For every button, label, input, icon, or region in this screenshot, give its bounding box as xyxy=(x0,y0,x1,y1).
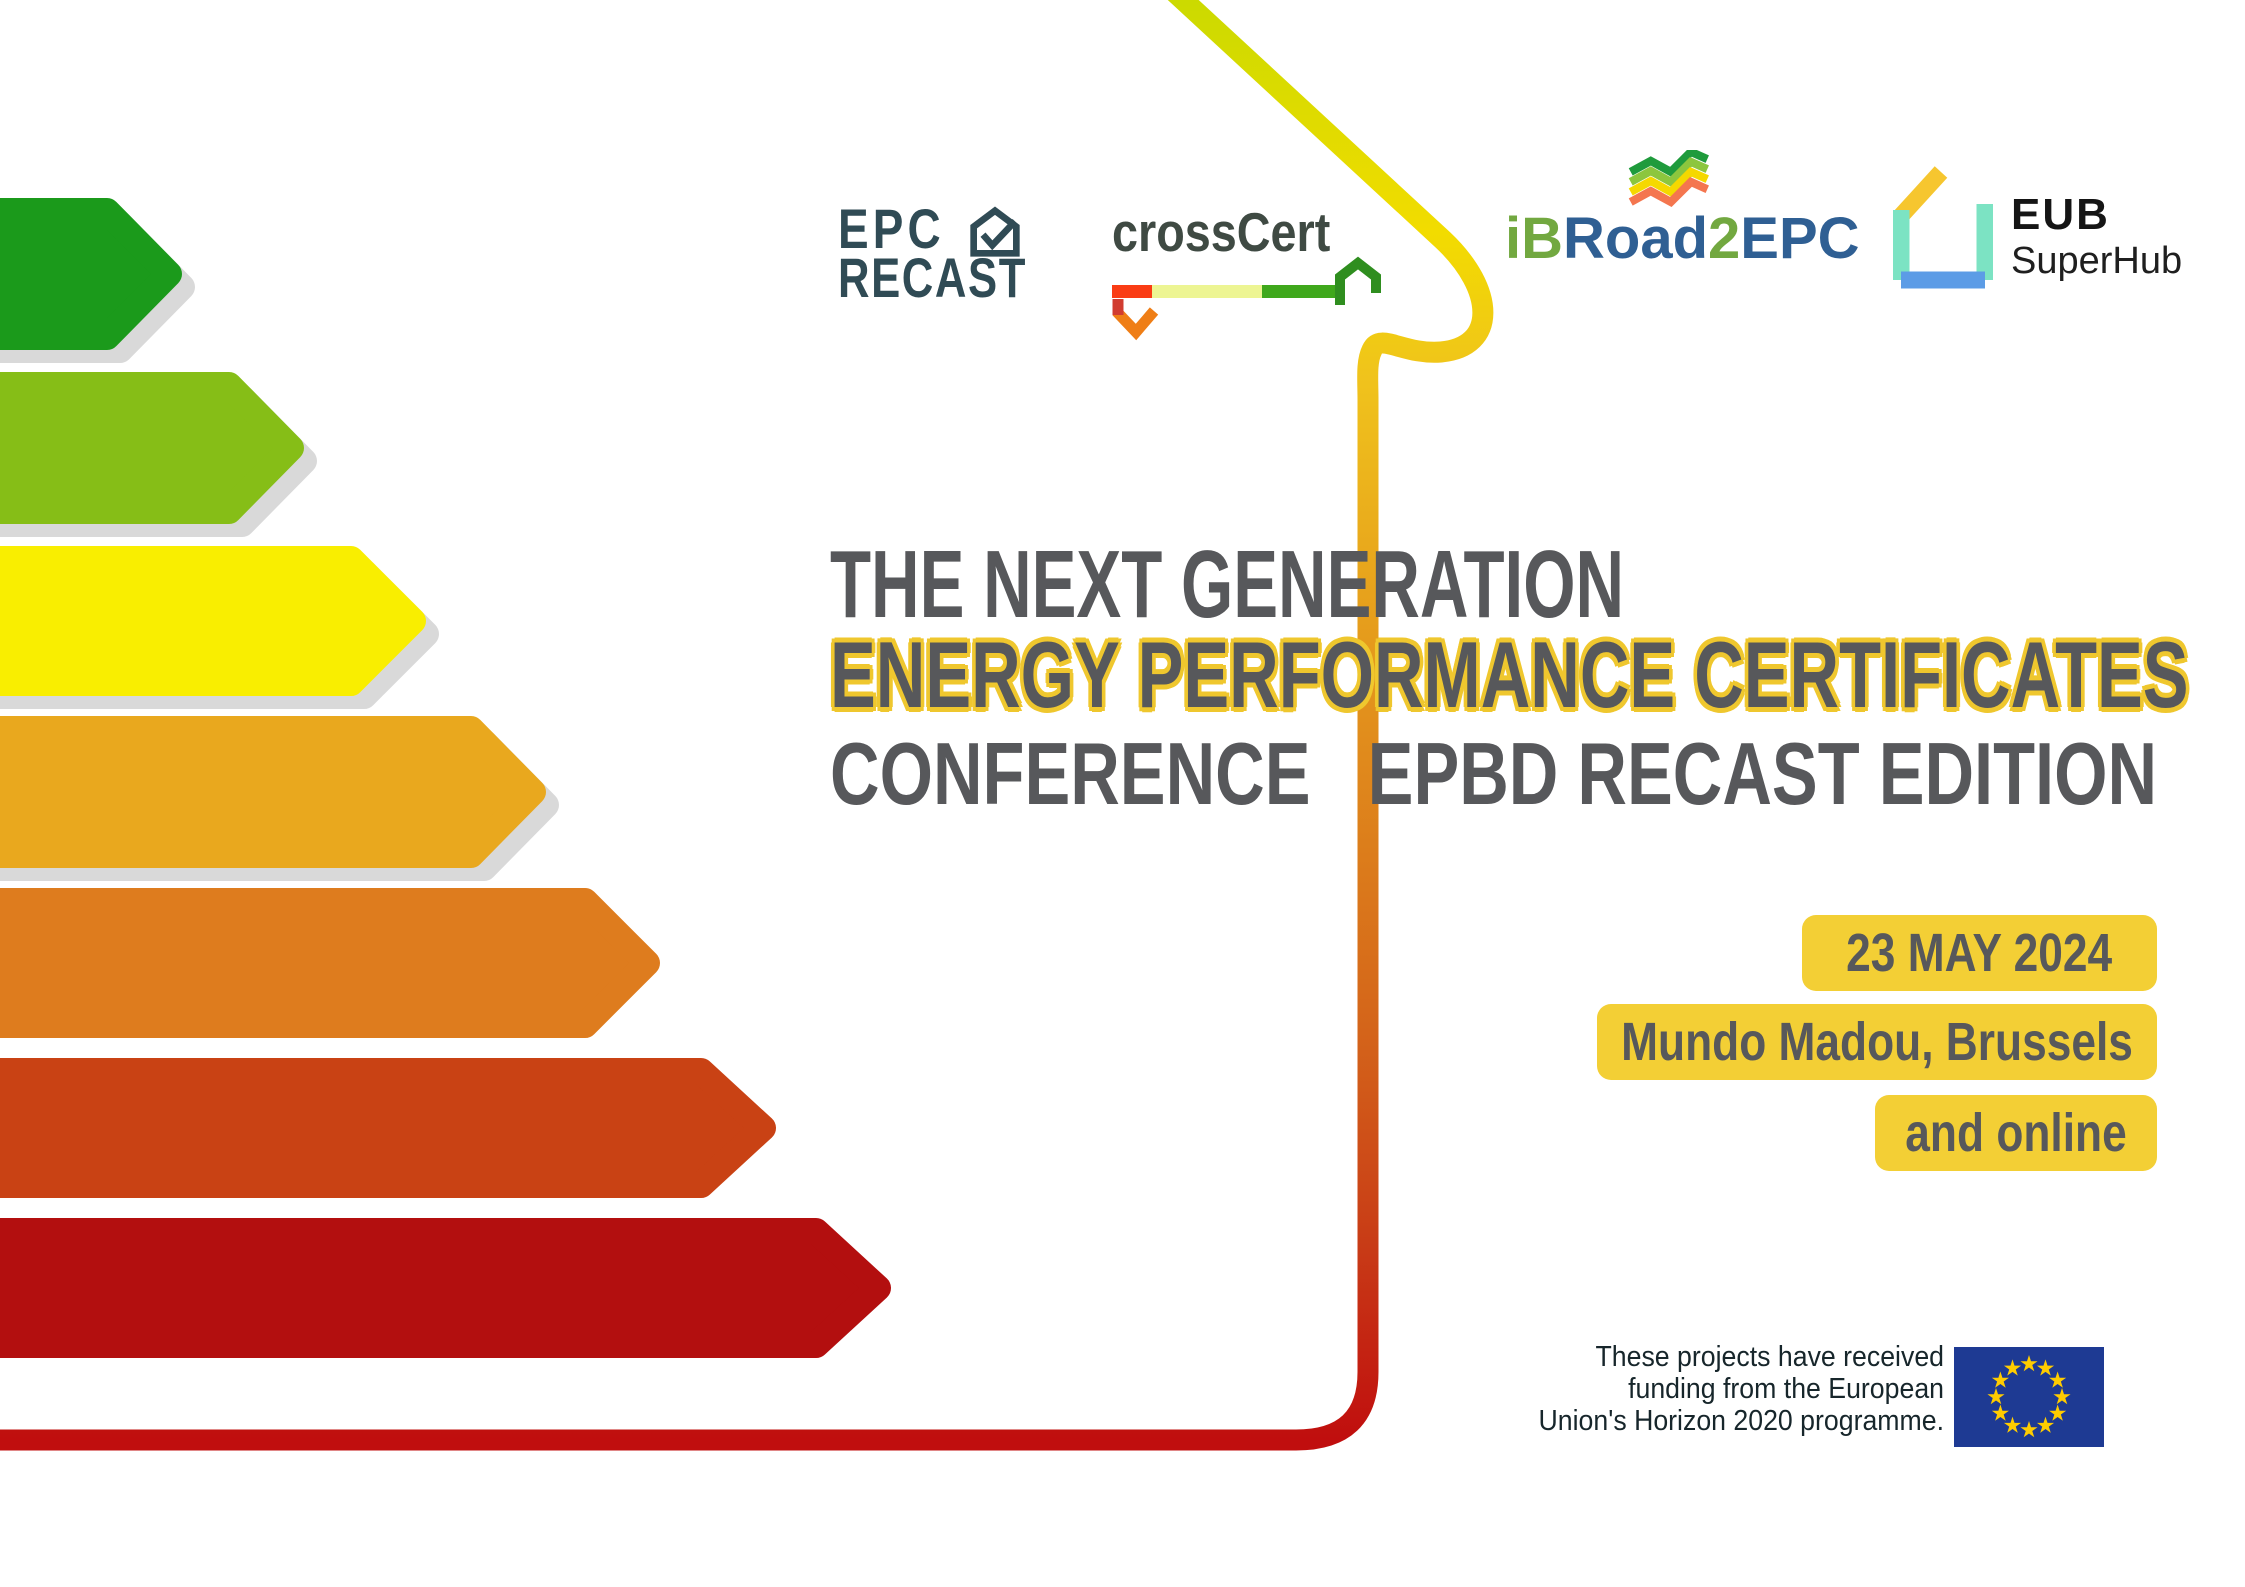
stairs-icon xyxy=(1628,150,1709,208)
date-badge-text: 23 MAY 2024 xyxy=(1846,923,2113,983)
rating-arrow-2 xyxy=(0,372,304,524)
title-line-3-left-text: CONFERENCE xyxy=(830,724,1311,823)
venue-badge: Mundo Madou, Brussels xyxy=(1597,1004,2157,1080)
eub-text-bottom: SuperHub xyxy=(2011,240,2183,282)
ibroad-part2: Road xyxy=(1563,206,1708,271)
funding-line-2: funding from the European xyxy=(1628,1373,1944,1405)
crosscert-text: crossCert xyxy=(1112,201,1331,263)
title-line-2-text: ENERGY PERFORMANCE CERTIFICATES xyxy=(830,622,2189,727)
rating-arrow-5 xyxy=(0,888,660,1038)
epc-recast-logo: EPC RECAST xyxy=(838,197,1080,309)
rating-arrow-3 xyxy=(0,546,426,696)
venue-badge-text: Mundo Madou, Brussels xyxy=(1621,1012,2133,1072)
ibroad2epc-text: iBRoad2EPC xyxy=(1505,210,1860,268)
eub-text-top: EUB xyxy=(2011,190,2110,239)
online-badge: and online xyxy=(1875,1095,2157,1171)
funding-line-3: Union's Horizon 2020 programme. xyxy=(1538,1405,1944,1437)
title-line-3-right-text: EPBD RECAST EDITION xyxy=(1367,724,2157,823)
title-line-3-right: EPBD RECAST EDITION xyxy=(1145,730,2157,818)
rating-arrow-1 xyxy=(0,198,182,350)
ibroad-part4: EPC xyxy=(1740,206,1860,271)
title-line-2-highlighted: ENERGY PERFORMANCE CERTIFICATES xyxy=(830,628,2245,722)
ibroad-part1: iB xyxy=(1505,206,1563,271)
ibroad-part3: 2 xyxy=(1708,206,1741,271)
crosscert-logo: crossCert xyxy=(1112,201,1381,341)
epc-rating-arrows xyxy=(0,198,891,1358)
crosscert-underline-icon xyxy=(1112,256,1381,341)
title-line-1-text: THE NEXT GENERATION xyxy=(830,531,1624,638)
date-badge: 23 MAY 2024 xyxy=(1802,915,2157,991)
funding-line-1: These projects have received xyxy=(1595,1341,1944,1373)
title-line-1: THE NEXT GENERATION xyxy=(830,537,1964,633)
rating-arrow-6 xyxy=(0,1058,776,1198)
eu-flag xyxy=(1954,1347,2104,1447)
funding-note: These projects have received funding fro… xyxy=(1280,1341,1944,1437)
eub-house-icon xyxy=(1893,166,1993,289)
epc-recast-text-bottom: RECAST xyxy=(838,246,1027,309)
house-outline-line xyxy=(0,0,1494,1451)
rating-arrow-4 xyxy=(0,716,546,868)
epc-recast-text-top: EPC xyxy=(838,197,945,260)
online-badge-text: and online xyxy=(1905,1103,2127,1163)
title-line-3-left: CONFERENCE xyxy=(830,730,1446,818)
rating-arrow-7 xyxy=(0,1218,891,1358)
house-check-icon xyxy=(970,206,1020,257)
